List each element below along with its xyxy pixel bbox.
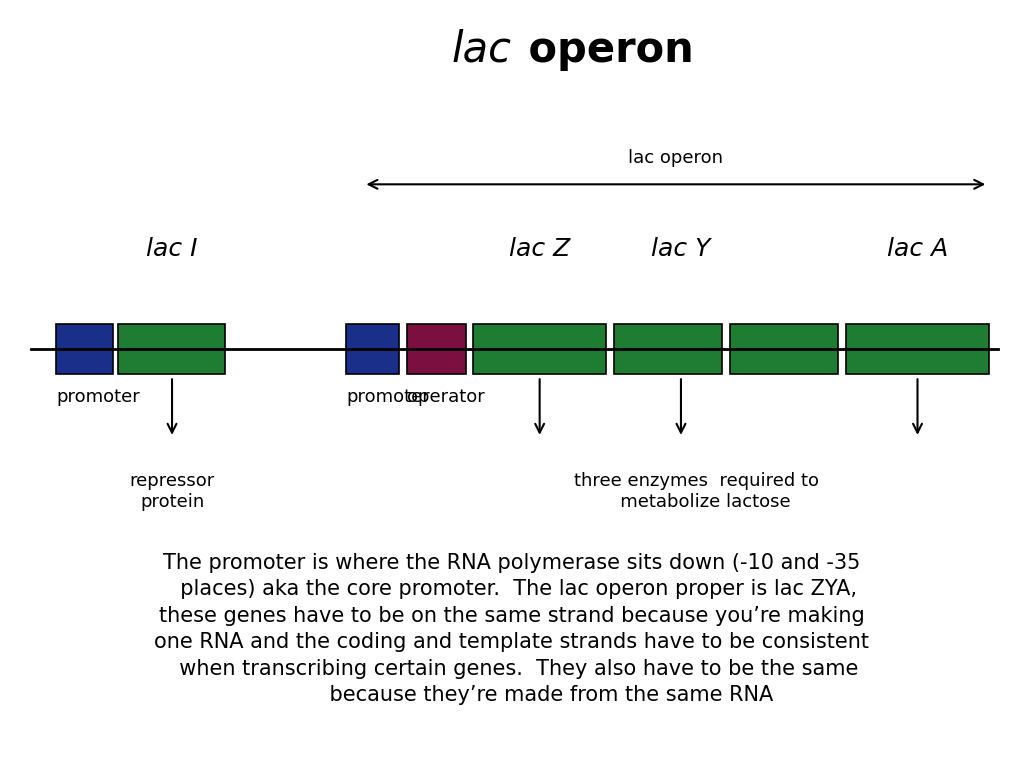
Text: lac operon: lac operon [629,150,723,167]
Bar [730,324,838,375]
Bar [473,324,606,375]
Text: The promoter is where the RNA polymerase sits down (-10 and -35
  places) aka th: The promoter is where the RNA polymerase… [155,553,869,705]
Bar [118,324,225,375]
Text: lac: lac [452,29,512,71]
Text: lac A: lac A [887,237,948,261]
Bar [846,324,989,375]
Bar [407,324,466,375]
Text: lac Z: lac Z [509,237,570,261]
Text: operon: operon [514,29,694,71]
Text: operator: operator [407,388,484,406]
Text: repressor
protein: repressor protein [129,472,215,511]
Text: promoter: promoter [56,388,140,406]
Text: lac Y: lac Y [651,237,711,261]
Text: promoter: promoter [346,388,430,406]
Bar [346,324,399,375]
Bar [56,324,113,375]
Bar [614,324,722,375]
Text: three enzymes  required to
   metabolize lactose: three enzymes required to metabolize lac… [573,472,819,511]
Text: lac I: lac I [146,237,198,261]
